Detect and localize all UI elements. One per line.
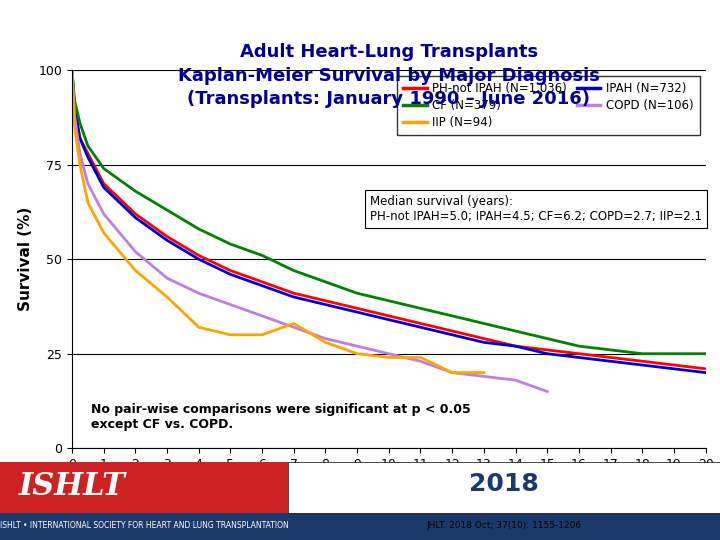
Bar [288,462,720,512]
Text: Adult Heart-Lung Transplants
Kaplan-Meier Survival by Major Diagnosis
(Transplan: Adult Heart-Lung Transplants Kaplan-Meie… [178,43,600,109]
Legend: PH-not IPAH (N=1,036), CF (N=379), IIP (N=94), IPAH (N=732), COPD (N=106): PH-not IPAH (N=1,036), CF (N=379), IIP (… [397,76,700,135]
Bar [0,512,720,540]
X-axis label: Years: Years [365,476,413,491]
Y-axis label: Survival (%): Survival (%) [18,207,33,312]
Text: 2018: 2018 [469,471,539,496]
Bar [0,462,288,540]
Text: ISHLT • INTERNATIONAL SOCIETY FOR HEART AND LUNG TRANSPLANTATION: ISHLT • INTERNATIONAL SOCIETY FOR HEART … [0,522,289,530]
Text: ISHLT: ISHLT [19,471,125,502]
Text: Median survival (years):
PH-not IPAH=5.0; IPAH=4.5; CF=6.2; COPD=2.7; IIP=2.1: Median survival (years): PH-not IPAH=5.0… [370,195,702,223]
Text: No pair-wise comparisons were significant at p < 0.05
except CF vs. COPD.: No pair-wise comparisons were significan… [91,403,471,431]
Text: JHLT. 2018 Oct; 37(10): 1155-1206: JHLT. 2018 Oct; 37(10): 1155-1206 [426,522,582,530]
